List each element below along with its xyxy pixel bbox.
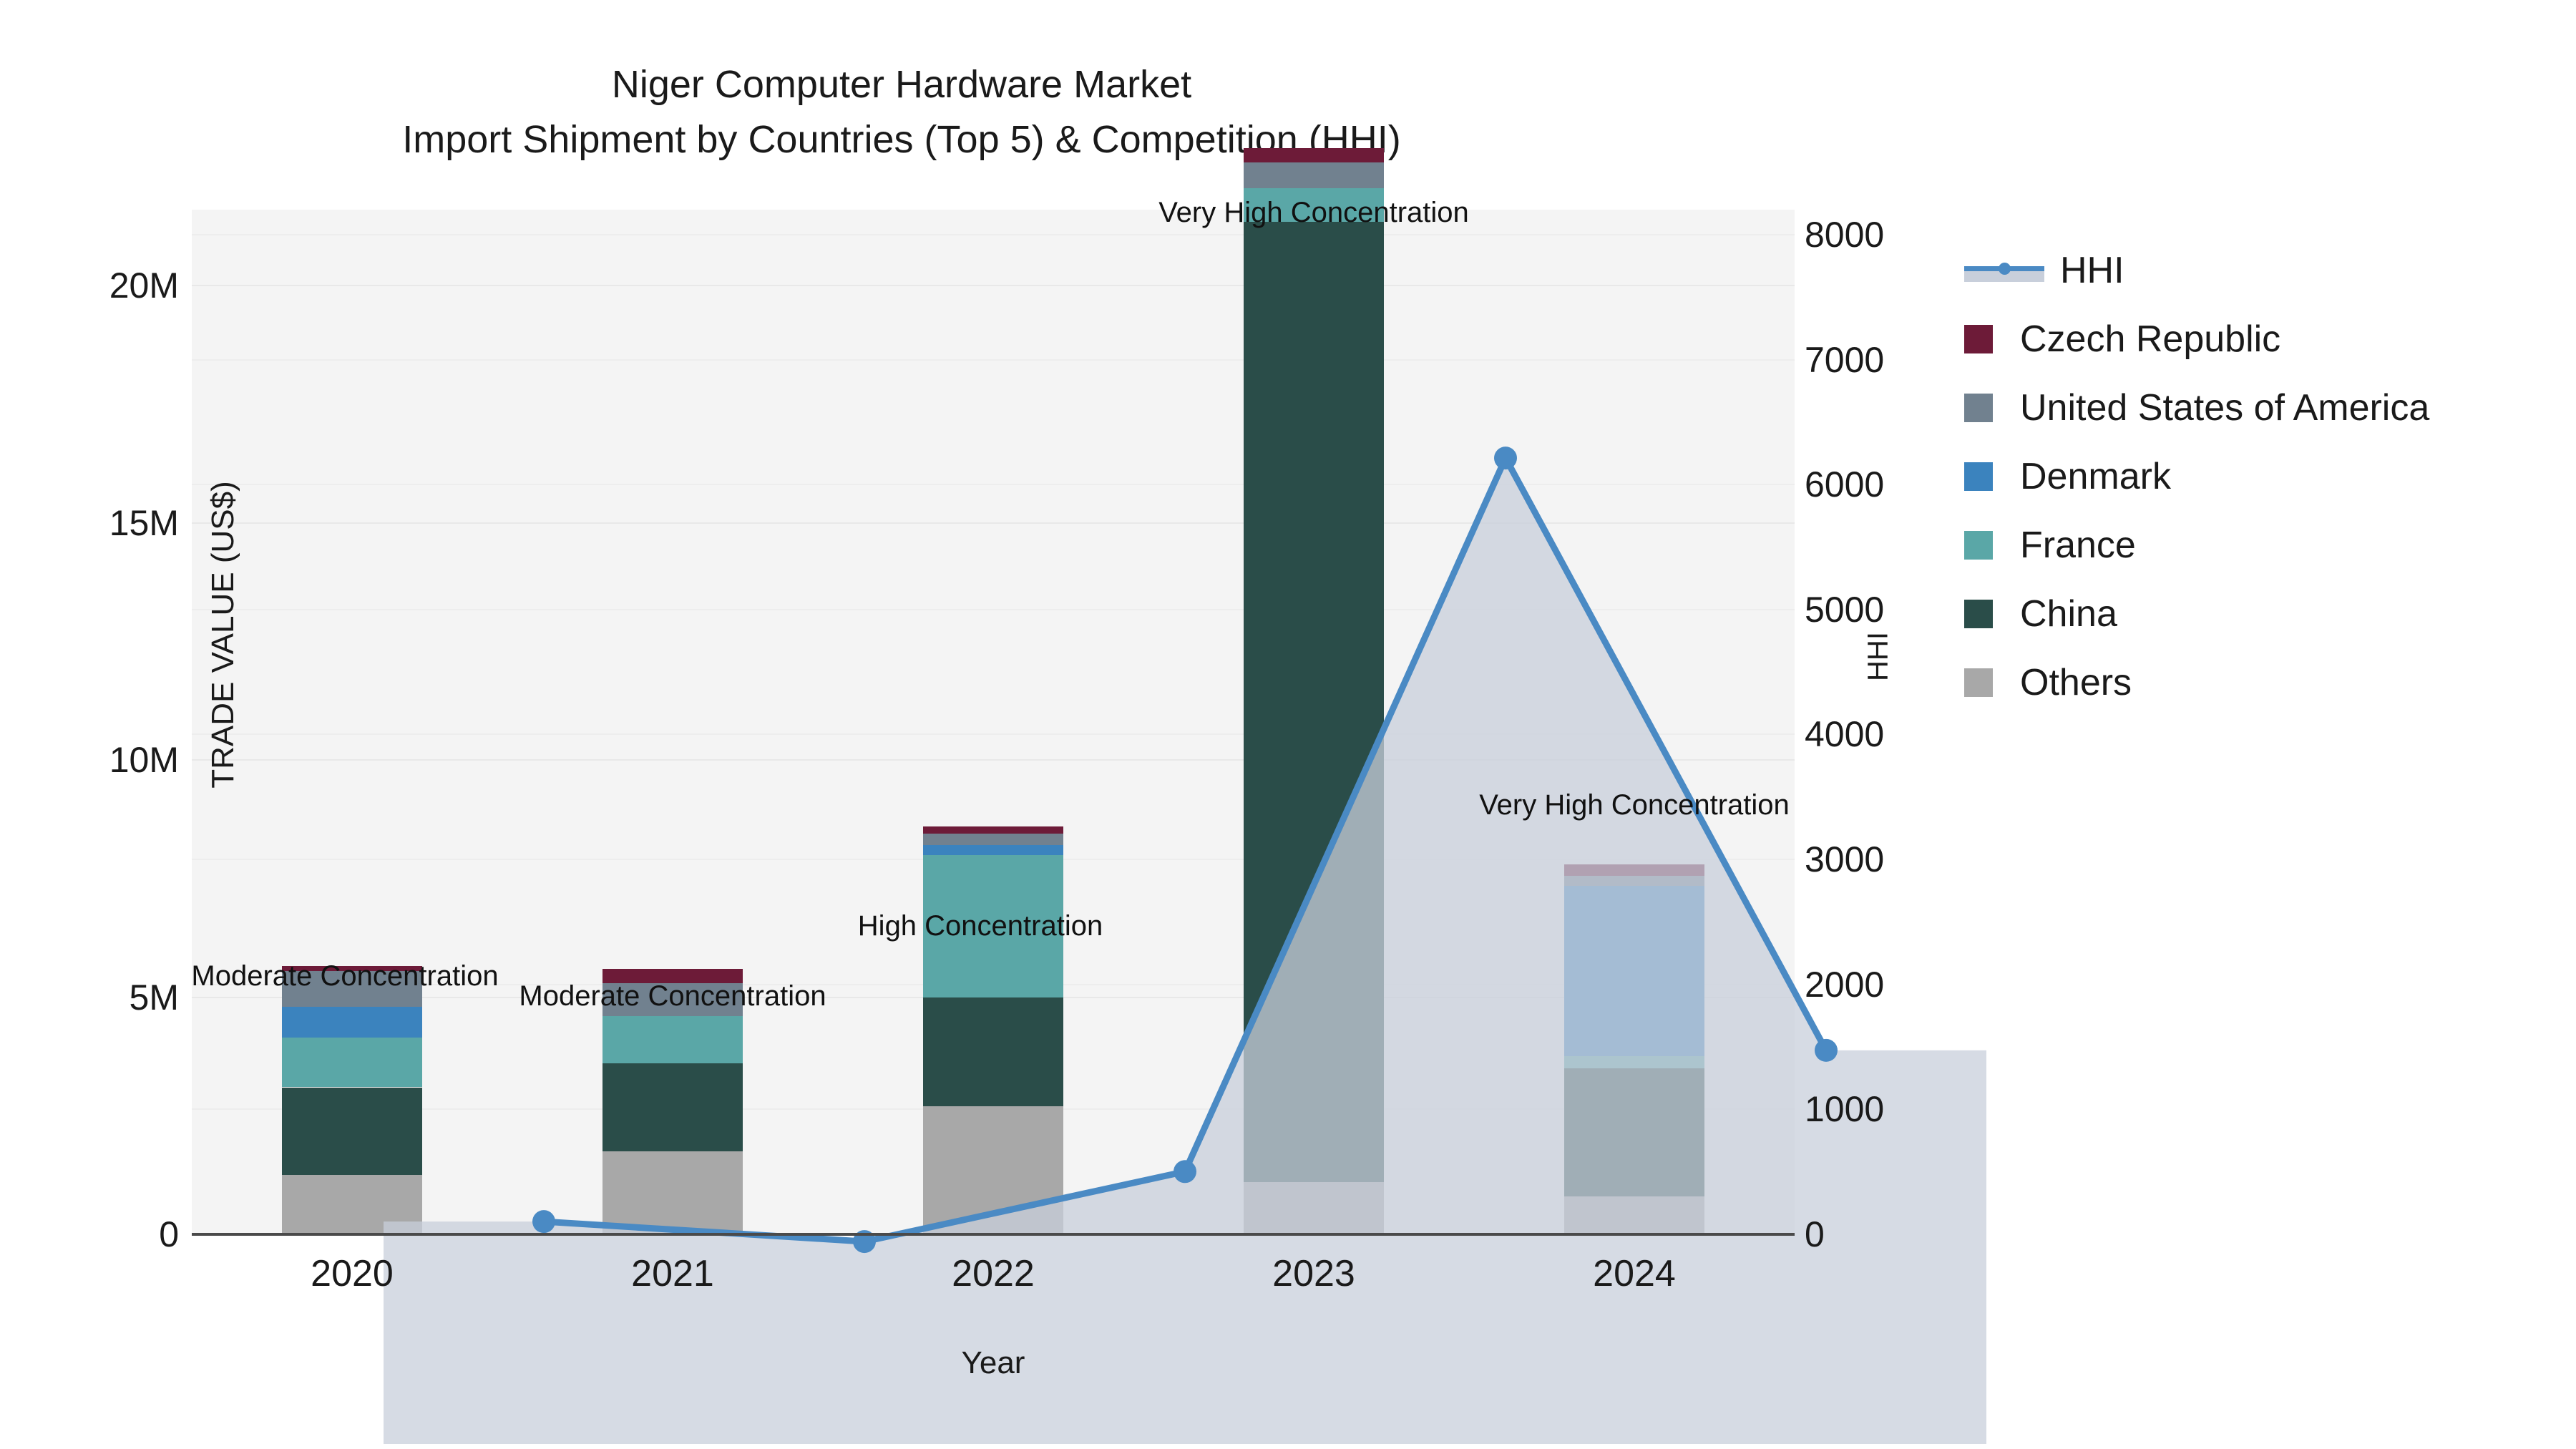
legend-item-hhi[interactable]: HHI xyxy=(1964,236,2429,305)
y-axis-right-tick-4000: 4000 xyxy=(1805,714,1885,755)
bar-group-2022[interactable] xyxy=(923,210,1063,1234)
bar-segment-2024-china[interactable] xyxy=(1564,1068,1704,1196)
legend-item-label: United States of America xyxy=(2020,387,2430,429)
bar-segment-2024-others[interactable] xyxy=(1564,1196,1704,1234)
chart-title-line1: Niger Computer Hardware Market xyxy=(611,63,1192,106)
bar-segment-2023-france[interactable] xyxy=(1244,188,1384,222)
bar-segment-2022-china[interactable] xyxy=(923,997,1063,1106)
hhi-marker-2023[interactable] xyxy=(1494,447,1517,470)
bar-segment-2023-united-states-of-america[interactable] xyxy=(1244,162,1384,189)
bar-segment-2021-france[interactable] xyxy=(602,1016,743,1064)
legend-swatch-icon xyxy=(1964,394,1993,422)
y-axis-left-tick-5M: 5M xyxy=(129,977,179,1018)
bar-segment-2020-others[interactable] xyxy=(282,1175,422,1234)
legend-item-label: France xyxy=(2020,525,2136,566)
legend-item-france[interactable]: France xyxy=(1964,511,2429,580)
chart-subtitle: Import Shipment by Countries (Top 5) & C… xyxy=(402,117,1401,161)
legend-swatch-icon xyxy=(1964,668,1993,697)
y-axis-left-tick-15M: 15M xyxy=(109,502,179,543)
bar-group-2021[interactable] xyxy=(602,210,743,1234)
gridline-y-20M xyxy=(192,285,1795,287)
bar-segment-2022-others[interactable] xyxy=(923,1106,1063,1234)
legend-swatch-icon xyxy=(1964,325,1993,353)
plot-area xyxy=(192,147,1986,1444)
bar-group-2020[interactable] xyxy=(282,210,422,1234)
legend-item-label: Denmark xyxy=(2020,456,2171,497)
bar-segment-2022-denmark[interactable] xyxy=(923,845,1063,855)
legend-line-marker-icon xyxy=(1964,255,2044,286)
gridline-y2-8000 xyxy=(192,233,1795,235)
gridline-y2-7000 xyxy=(192,358,1795,361)
legend-item-label: HHI xyxy=(2060,250,2124,291)
chart-title: Niger Computer Hardware Market Import Sh… xyxy=(0,57,1803,167)
x-axis-tick-2021: 2021 xyxy=(631,1253,714,1294)
y-axis-right-tick-3000: 3000 xyxy=(1805,839,1885,880)
y-axis-left-label: TRADE VALUE (US$) xyxy=(205,481,240,789)
y-axis-right-label: HHI xyxy=(1862,632,1894,681)
annotation-2023: Very High Concentration xyxy=(1158,197,1469,229)
bar-segment-2024-united-states-of-america[interactable] xyxy=(1564,876,1704,886)
bar-segment-2024-denmark[interactable] xyxy=(1564,885,1704,1057)
chart-legend: HHI Czech Republic United States of Americ… xyxy=(1964,236,2429,717)
bar-segment-2020-denmark[interactable] xyxy=(282,1006,422,1038)
y-axis-right-tick-6000: 6000 xyxy=(1805,464,1885,505)
annotation-2021: Moderate Concentration xyxy=(519,980,826,1013)
bar-segment-2024-france[interactable] xyxy=(1564,1056,1704,1068)
bar-segment-2021-others[interactable] xyxy=(602,1151,743,1234)
legend-item-czech-republic[interactable]: Czech Republic xyxy=(1964,305,2429,374)
y-axis-right-tick-1000: 1000 xyxy=(1805,1089,1885,1130)
x-axis-tick-2023: 2023 xyxy=(1272,1253,1355,1294)
y-axis-right-tick-8000: 8000 xyxy=(1805,214,1885,255)
legend-swatch-icon xyxy=(1964,531,1993,560)
bar-segment-2022-czech-republic[interactable] xyxy=(923,826,1063,834)
bar-segment-2023-others[interactable] xyxy=(1244,1182,1384,1234)
legend-item-others[interactable]: Others xyxy=(1964,648,2429,717)
bar-segment-2024-czech-republic[interactable] xyxy=(1564,864,1704,877)
y-axis-right-tick-7000: 7000 xyxy=(1805,339,1885,380)
legend-swatch-icon xyxy=(1964,462,1993,491)
x-axis-line xyxy=(192,1233,1795,1236)
y-axis-left-tick-20M: 20M xyxy=(109,265,179,306)
y-axis-right-tick-2000: 2000 xyxy=(1805,964,1885,1005)
legend-item-label: Czech Republic xyxy=(2020,318,2281,360)
bar-group-2024[interactable] xyxy=(1564,210,1704,1234)
y-axis-left-tick-10M: 10M xyxy=(109,740,179,781)
bar-segment-2022-united-states-of-america[interactable] xyxy=(923,833,1063,846)
annotation-2022: High Concentration xyxy=(857,910,1103,942)
bar-segment-2020-france[interactable] xyxy=(282,1037,422,1088)
x-axis-tick-2020: 2020 xyxy=(311,1253,394,1294)
legend-item-united-states-of-america[interactable]: United States of America xyxy=(1964,374,2429,442)
bar-segment-2020-czech-republic[interactable] xyxy=(282,966,422,972)
bar-segment-2023-china[interactable] xyxy=(1244,221,1384,1183)
y-axis-left-tick-0: 0 xyxy=(159,1214,179,1254)
bar-group-2023[interactable] xyxy=(1244,147,1384,1234)
legend-item-denmark[interactable]: Denmark xyxy=(1964,442,2429,511)
bar-segment-2023-czech-republic[interactable] xyxy=(1244,147,1384,162)
y-axis-right-tick-0: 0 xyxy=(1805,1214,1825,1254)
hhi-marker-2020[interactable] xyxy=(532,1210,555,1234)
x-axis-label: Year xyxy=(961,1345,1025,1380)
x-axis-tick-2024: 2024 xyxy=(1593,1253,1676,1294)
hhi-marker-2022[interactable] xyxy=(1174,1160,1196,1184)
x-axis-tick-2022: 2022 xyxy=(952,1253,1035,1294)
annotation-2024: Very High Concentration xyxy=(1479,789,1790,821)
hhi-marker-2024[interactable] xyxy=(1815,1038,1838,1062)
legend-swatch-icon xyxy=(1964,600,1993,628)
legend-item-label: China xyxy=(2020,593,2117,635)
legend-item-label: Others xyxy=(2020,662,2132,703)
bar-segment-2021-china[interactable] xyxy=(602,1063,743,1151)
annotation-2020: Moderate Concentration xyxy=(191,960,499,992)
bar-segment-2020-china[interactable] xyxy=(282,1087,422,1176)
y-axis-right-tick-5000: 5000 xyxy=(1805,589,1885,630)
legend-item-china[interactable]: China xyxy=(1964,580,2429,648)
